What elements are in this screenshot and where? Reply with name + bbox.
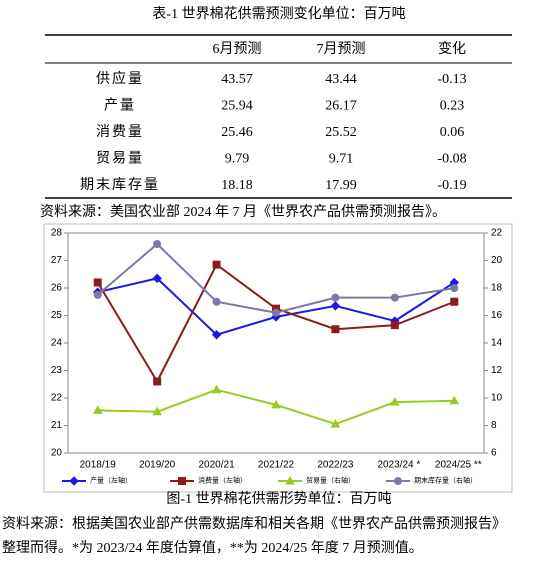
y-tick-label: 21 [51, 420, 63, 431]
y-tick-label: 27 [51, 255, 63, 266]
note: 资料来源：根据美国农业部产供需数据库和相关各期《世界农产品供需预测报告》 [2, 516, 506, 532]
legend-marker [394, 477, 402, 485]
y-tick-label: 25 [51, 310, 63, 321]
table-cell: 9.79 [225, 152, 250, 167]
series-line [96, 263, 455, 384]
x-tick-label: 2023/24 * [377, 460, 420, 471]
legend-marker [285, 475, 295, 485]
point [93, 290, 102, 299]
note: 整理而得。*为 2023/24 年度估算值，**为 2024/25 年度 7 月… [2, 539, 423, 556]
table-header: 变化 [438, 41, 466, 57]
point [330, 419, 341, 428]
point [272, 308, 280, 317]
table-cell: 供应量 [96, 70, 144, 87]
y2-tick-label: 14 [491, 338, 503, 349]
series-line [97, 242, 455, 314]
legend-marker [178, 477, 186, 485]
table-cell: -0.13 [437, 72, 466, 87]
y-tick-label: 23 [51, 365, 63, 376]
table-cell: 0.06 [440, 125, 465, 140]
point [331, 325, 340, 334]
point [389, 397, 400, 406]
table-cell: -0.19 [437, 178, 466, 193]
y2-tick-label: 8 [491, 420, 497, 431]
table-cell: -0.08 [437, 152, 466, 167]
point [153, 377, 162, 386]
chart-caption: 图-1 世界棉花供需形势单位：百万吨 [166, 490, 391, 507]
point [450, 297, 459, 306]
point [212, 297, 221, 306]
table-cell: 产量 [104, 98, 136, 114]
table-header: 7月预测 [317, 41, 366, 57]
table-cell: 0.23 [440, 99, 465, 114]
point [212, 260, 221, 269]
y-tick-label: 28 [51, 228, 63, 239]
y2-tick-label: 12 [491, 365, 503, 376]
x-tick-label: 2024/25 ** [435, 460, 482, 471]
table-cell: 17.99 [325, 178, 357, 193]
table-cell: 25.46 [221, 125, 253, 140]
y2-tick-label: 20 [491, 255, 503, 266]
x-tick-label: 2022/23 [317, 460, 354, 471]
legend-label: 产量（左轴） [90, 476, 132, 485]
point [211, 330, 222, 340]
x-tick-label: 2021/22 [258, 460, 295, 471]
y2-tick-label: 10 [491, 393, 503, 404]
legend-label: 贸易量（右轴） [306, 476, 355, 485]
point [331, 293, 340, 302]
table-cell: 25.52 [325, 125, 357, 140]
point [390, 321, 399, 330]
y2-tick-label: 6 [491, 448, 497, 459]
table-cell: 26.17 [325, 99, 357, 114]
table-source: 资料来源：美国农业部 2024 年 7 月《世界农产品供需预测报告》。 [40, 204, 446, 220]
table-header: 6月预测 [213, 41, 262, 57]
x-tick-label: 2020/21 [198, 460, 235, 471]
point [330, 301, 341, 311]
table-title: 表-1 世界棉花供需预测变化单位：百万吨 [152, 5, 405, 22]
y-tick-label: 22 [51, 393, 63, 404]
y-tick-label: 26 [51, 283, 63, 294]
x-tick-label: 2018/19 [80, 460, 117, 471]
point [93, 278, 102, 287]
point [271, 399, 281, 409]
legend-label: 期末库存量（右轴） [414, 476, 477, 485]
point [92, 405, 103, 414]
table-cell: 43.44 [325, 72, 357, 87]
table-cell: 消费量 [96, 124, 144, 140]
table-cell: 贸易量 [96, 151, 144, 167]
y2-tick-label: 16 [491, 310, 503, 321]
table-cell: 25.94 [221, 99, 253, 114]
table-cell: 43.57 [221, 72, 253, 87]
x-tick-label: 2019/20 [139, 460, 176, 471]
table-cell: 18.18 [221, 178, 253, 193]
y2-tick-label: 18 [491, 283, 503, 294]
point [153, 240, 162, 248]
table-cell: 期末库存量 [80, 177, 160, 193]
y-tick-label: 20 [51, 448, 63, 459]
point [450, 284, 459, 293]
table-cell: 9.71 [329, 152, 354, 167]
chart-frame [43, 223, 513, 493]
point [152, 273, 162, 284]
point [152, 406, 163, 416]
y-tick-label: 24 [51, 338, 63, 349]
point [211, 384, 222, 394]
point [449, 395, 460, 405]
y2-tick-label: 22 [491, 228, 503, 239]
point [390, 293, 399, 302]
legend-label: 消费量（左轴） [198, 476, 247, 485]
legend-marker [69, 476, 79, 486]
